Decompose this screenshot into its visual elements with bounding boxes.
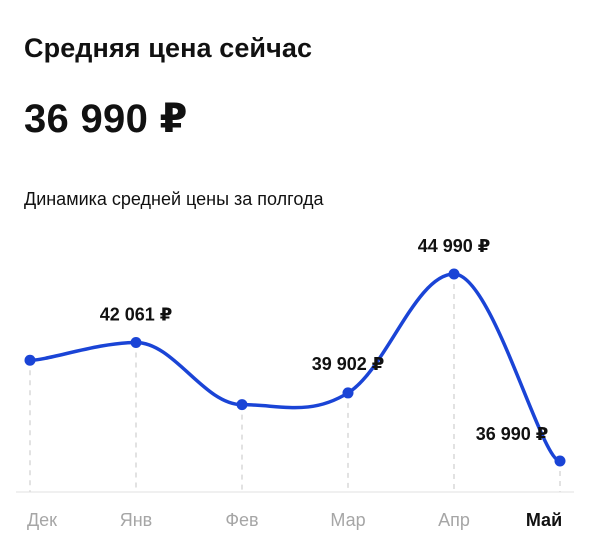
current-average-price: 36 990 ₽ [24,97,188,141]
data-point-Май[interactable] [554,455,566,467]
data-label-Янв: 42 061 ₽ [100,304,173,324]
x-tick-label-Дек: Дек [27,510,57,530]
data-label-Май: 36 990 ₽ [476,424,549,444]
chart-title: Динамика средней цены за полгода [24,189,324,209]
x-tick-label-Фев: Фев [225,510,258,530]
data-point-Янв[interactable] [130,336,142,348]
x-tick-label-Янв: Янв [120,510,153,530]
x-axis-ticks: Дек Янв Фев Мар Апр Май [27,510,562,530]
grid-layer [29,274,561,492]
data-labels-layer: 42 061 ₽ 39 902 ₽ 44 990 ₽ 36 990 ₽ [100,236,549,444]
data-point-Дек[interactable] [24,354,36,366]
points-layer [24,268,566,467]
data-label-Мар: 39 902 ₽ [312,354,385,374]
x-tick-label-Мар: Мар [330,510,365,530]
data-point-Апр[interactable] [448,268,460,280]
data-point-Фев[interactable] [236,399,248,411]
data-point-Мар[interactable] [342,387,354,399]
x-tick-label-Май: Май [526,510,562,530]
data-label-Апр: 44 990 ₽ [418,236,491,256]
page-title: Средняя цена сейчас [24,33,313,63]
x-tick-label-Апр: Апр [438,510,470,530]
